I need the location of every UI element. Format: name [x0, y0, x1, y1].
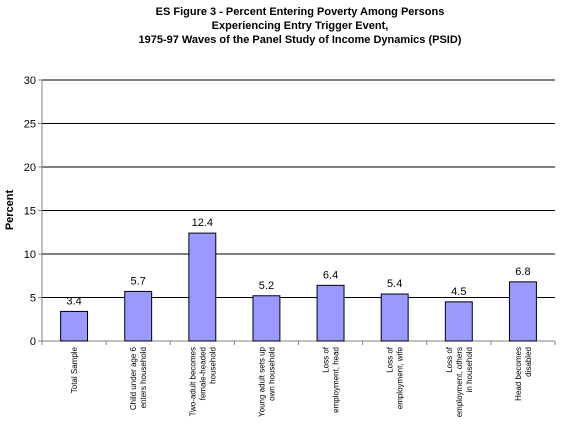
category-label-line: Total Sample [70, 346, 79, 393]
y-tick-label: 15 [24, 206, 36, 218]
category-label: Young adult sets up own household [257, 346, 276, 417]
category-label-line: own household [267, 347, 276, 401]
category-label: Loss of employment, others in household [445, 346, 474, 417]
y-tick-label: 30 [24, 75, 36, 87]
data-label: 6.8 [515, 266, 530, 278]
data-label: 6.4 [323, 269, 338, 281]
bar [60, 310, 89, 342]
category-label-line: employment, others [455, 347, 464, 417]
category-label-line: in household [465, 347, 474, 392]
category-label-line: employment, head [332, 347, 341, 413]
chart-title-line-2: Experiencing Entry Trigger Event, [212, 20, 389, 32]
data-label: 5.4 [387, 278, 402, 290]
category-label: Head becomes disabled [514, 347, 533, 401]
data-label: 4.5 [451, 286, 466, 298]
bars [60, 232, 537, 342]
bar [380, 293, 409, 342]
category-label-line: Head becomes [514, 347, 523, 401]
category-label-line: employment, wife [396, 346, 405, 409]
bar [188, 232, 217, 342]
axes: 0 5 10 15 20 25 30 [24, 75, 556, 348]
y-axis-label: Percent [4, 189, 16, 230]
data-label: 12.4 [192, 217, 213, 229]
category-label: Loss of employment, wife [386, 346, 405, 409]
category-label-line: Loss of [322, 346, 331, 373]
category-label: Total Sample [70, 346, 79, 393]
y-tick-label: 0 [30, 336, 36, 348]
category-label-line: disabled [524, 347, 533, 377]
bar [316, 284, 345, 342]
chart-title-line-1: ES Figure 3 - Percent Entering Poverty A… [156, 6, 445, 18]
category-label: Loss of employment, head [322, 346, 341, 413]
y-tick-label: 10 [24, 249, 36, 261]
data-labels: 3.4 5.7 12.4 5.2 6.4 5.4 4.5 6.8 [66, 217, 530, 307]
category-label-line: Loss of [445, 346, 454, 373]
category-label-line: Child under age 6 [129, 346, 138, 410]
category-label-line: enters household [139, 347, 148, 408]
data-label: 5.2 [259, 280, 274, 292]
y-tick-label: 25 [24, 119, 36, 131]
gridlines [42, 79, 555, 298]
bar [508, 281, 537, 342]
data-label: 5.7 [131, 275, 146, 287]
category-label: Child under age 6 enters household [129, 346, 148, 410]
category-labels: Total Sample Child under age 6 enters hous… [70, 346, 533, 417]
y-tick-label: 5 [30, 293, 36, 305]
data-label: 3.4 [66, 295, 81, 307]
category-label-line: female-headed [198, 347, 207, 400]
bar [252, 295, 281, 342]
bar [124, 290, 153, 342]
category-label-line: Young adult sets up [257, 346, 266, 417]
y-tick-label: 20 [24, 162, 36, 174]
category-label-line: Loss of [386, 346, 395, 373]
category-label-line: Two-adult becomes [188, 347, 197, 416]
bar [444, 301, 473, 342]
chart-title: ES Figure 3 - Percent Entering Poverty A… [139, 6, 462, 46]
chart-title-line-3: 1975-97 Waves of the Panel Study of Inco… [139, 34, 462, 46]
category-label: Two-adult becomes female-headed household [188, 347, 217, 416]
category-label-line: household [208, 347, 217, 384]
